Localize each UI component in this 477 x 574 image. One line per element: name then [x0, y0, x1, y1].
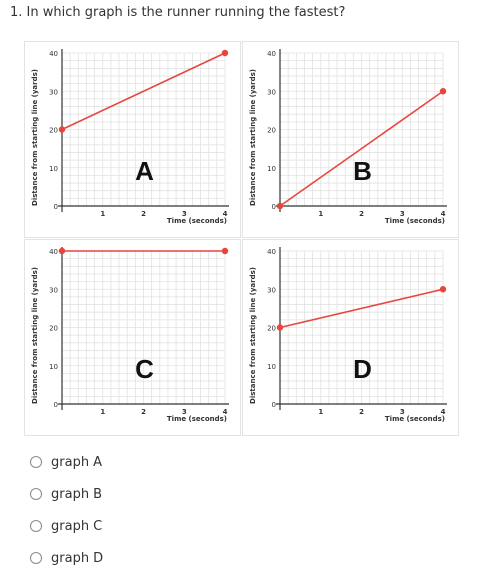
x-tick-label: 1: [100, 210, 105, 218]
x-tick-label: 3: [400, 210, 405, 218]
option-graph-c[interactable]: graph C: [30, 510, 103, 542]
series-line: [279, 288, 444, 329]
graph-b: 0 10 20 30 40 1 2 3 4 Time (seconds) Distance from…: [243, 42, 458, 237]
data-point: [276, 324, 284, 331]
y-tick-label: 10: [267, 363, 276, 371]
radio-button[interactable]: [30, 552, 42, 564]
y-tick-label: 10: [49, 363, 58, 371]
x-tick-label: 3: [182, 210, 187, 218]
y-tick-label: 30: [49, 88, 58, 96]
data-point: [276, 202, 284, 210]
x-tick-label: 1: [318, 408, 323, 416]
y-tick-label: 0: [54, 401, 58, 409]
data-point: [221, 247, 229, 255]
y-axis-label: Distance from starting line (yards): [31, 69, 39, 206]
graph-letter: C: [135, 354, 154, 384]
data-point: [58, 247, 66, 255]
y-axis-label: Distance from starting line (yards): [31, 267, 39, 404]
y-tick-label: 30: [49, 286, 58, 294]
data-point: [439, 286, 447, 293]
option-graph-b[interactable]: graph B: [30, 478, 103, 510]
answer-options: graph A graph B graph C graph D: [30, 446, 103, 574]
data-point: [221, 49, 229, 57]
y-tick-label: 40: [49, 50, 58, 58]
data-point: [439, 88, 447, 95]
y-axis-label: Distance from starting line (yards): [249, 69, 257, 206]
y-tick-label: 40: [267, 50, 276, 58]
x-tick-label: 2: [359, 210, 364, 218]
x-axis-label: Time (seconds): [385, 415, 445, 423]
x-tick-label: 2: [359, 408, 364, 416]
data-point: [58, 126, 66, 133]
x-axis-label: Time (seconds): [385, 217, 445, 225]
option-label: graph B: [51, 486, 103, 502]
y-tick-label: 30: [267, 286, 276, 294]
graph-a: 0 10 20 30 40 1 2 3 4 Time (seconds) Distance from…: [25, 42, 240, 237]
x-tick-label: 4: [223, 210, 228, 218]
y-tick-label: 0: [272, 203, 276, 211]
y-tick-label: 30: [267, 88, 276, 96]
graph-d: 0 10 20 30 40 1 2 3 4 Time (seconds) Distance from…: [243, 240, 458, 435]
radio-button[interactable]: [30, 520, 42, 532]
y-tick-label: 40: [49, 248, 58, 256]
series-line: [279, 90, 444, 207]
graph-c: 0 10 20 30 40 1 2 3 4 Time (seconds) Distance from…: [25, 240, 240, 435]
y-tick-label: 10: [49, 165, 58, 173]
y-tick-label: 0: [54, 203, 58, 211]
x-tick-label: 1: [318, 210, 323, 218]
option-graph-d[interactable]: graph D: [30, 542, 103, 574]
option-label: graph C: [51, 518, 103, 534]
radio-button[interactable]: [30, 488, 42, 500]
y-axis-label: Distance from starting line (yards): [249, 267, 257, 404]
question-text: 1. In which graph is the runner running …: [10, 5, 346, 20]
y-tick-label: 0: [272, 401, 276, 409]
series-line: [61, 52, 226, 131]
y-tick-label: 20: [49, 325, 58, 333]
graph-letter: B: [353, 156, 372, 186]
x-tick-label: 3: [182, 408, 187, 416]
radio-button[interactable]: [30, 456, 42, 468]
graph-letter: A: [135, 156, 154, 186]
x-tick-label: 4: [441, 408, 446, 416]
x-tick-label: 2: [141, 408, 146, 416]
x-tick-label: 4: [223, 408, 228, 416]
option-graph-a[interactable]: graph A: [30, 446, 103, 478]
y-tick-label: 20: [49, 127, 58, 135]
y-tick-label: 20: [267, 127, 276, 135]
graph-letter: D: [353, 354, 372, 384]
y-tick-label: 10: [267, 165, 276, 173]
option-label: graph D: [51, 550, 104, 566]
x-tick-label: 4: [441, 210, 446, 218]
x-axis-label: Time (seconds): [167, 415, 227, 423]
x-tick-label: 3: [400, 408, 405, 416]
y-tick-label: 40: [267, 248, 276, 256]
y-tick-label: 20: [267, 325, 276, 333]
x-tick-label: 1: [100, 408, 105, 416]
x-tick-label: 2: [141, 210, 146, 218]
option-label: graph A: [51, 454, 103, 470]
x-axis-label: Time (seconds): [167, 217, 227, 225]
